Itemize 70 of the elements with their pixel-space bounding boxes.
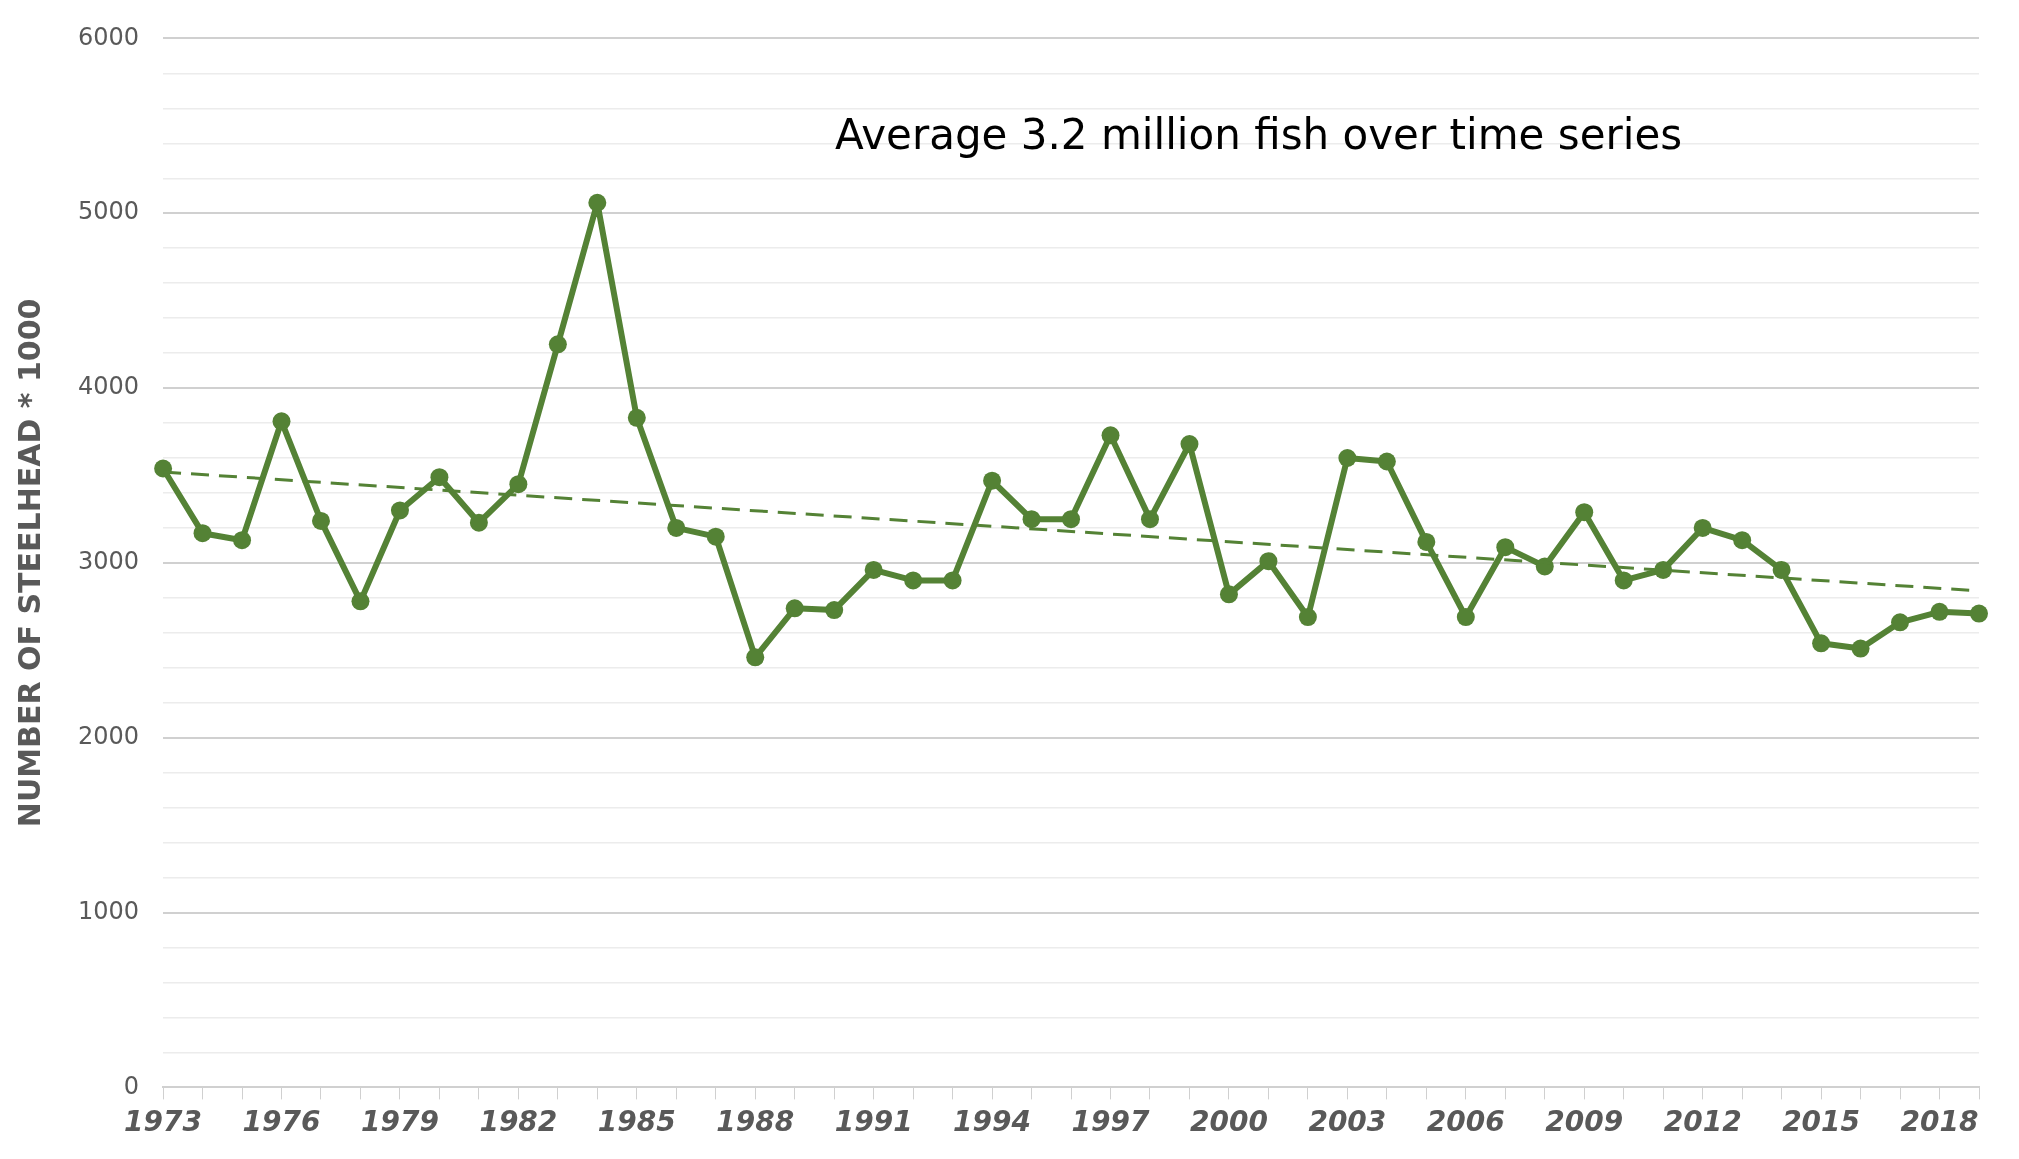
x-tick-label: 1991 (834, 1105, 913, 1139)
point (1298, 608, 1317, 627)
point (1259, 552, 1278, 571)
point (706, 527, 725, 546)
point (785, 599, 804, 618)
x-tick-label: 1994 (953, 1105, 1032, 1139)
point (1456, 608, 1475, 627)
x-tick-label: 2015 (1782, 1105, 1861, 1139)
point (1772, 560, 1791, 579)
point (1140, 510, 1159, 529)
point (588, 193, 607, 212)
x-tick-label: 1988 (716, 1105, 795, 1139)
point (1812, 634, 1831, 653)
point (1930, 602, 1949, 621)
x-tick-label: 1973 (124, 1105, 203, 1139)
x-tick-label: 2000 (1189, 1105, 1268, 1139)
point (1022, 510, 1041, 529)
x-tick-label: 2009 (1545, 1105, 1624, 1139)
point (1851, 639, 1870, 658)
y-tick-label: 4000 (78, 372, 140, 401)
point (746, 648, 765, 667)
point (1733, 531, 1752, 550)
point (1891, 613, 1910, 632)
point (1575, 503, 1594, 522)
annotation: Average 3.2 million fish over time series (834, 109, 1683, 159)
point (943, 571, 962, 590)
point (509, 475, 528, 494)
point (864, 560, 883, 579)
point (825, 601, 844, 620)
point (627, 408, 646, 427)
point (430, 468, 449, 487)
x-tick-label: 2018 (1900, 1105, 1979, 1139)
y-tick-label: 3000 (78, 547, 140, 576)
x-tick-label: 2012 (1663, 1105, 1742, 1139)
x-tick-label: 1976 (242, 1105, 321, 1139)
point (272, 412, 291, 431)
point (1062, 510, 1081, 529)
point (1654, 560, 1673, 579)
y-tick-label: 2000 (78, 721, 140, 750)
point (1219, 585, 1238, 604)
point (1496, 538, 1515, 557)
point (1338, 449, 1357, 467)
x-tick-label: 2003 (1308, 1105, 1387, 1139)
x-tick-label: 1997 (1071, 1105, 1150, 1139)
y-tick-label: 5000 (78, 197, 140, 226)
point (1101, 426, 1120, 445)
x-tick-label: 2006 (1426, 1105, 1505, 1139)
x-tick-label: 1985 (597, 1105, 676, 1139)
point (469, 513, 488, 532)
point (351, 592, 370, 611)
point (390, 501, 409, 520)
point (667, 518, 686, 537)
point (1180, 435, 1199, 454)
point (1614, 571, 1633, 590)
point (548, 335, 567, 354)
point (983, 471, 1002, 490)
point (1417, 532, 1436, 551)
y-tick-label: 0 (123, 1071, 140, 1100)
y-tick-label: 1000 (78, 896, 140, 925)
x-tick-label: 1982 (479, 1105, 558, 1139)
point (1693, 518, 1712, 537)
y-tick-label: 6000 (78, 22, 140, 51)
point (904, 571, 923, 590)
y-axis-title: NUMBER OF STEELHEAD * 1000 (11, 298, 47, 828)
point (193, 524, 212, 543)
point (233, 531, 252, 550)
point (1970, 604, 1988, 623)
point (311, 511, 330, 530)
x-tick-label: 1979 (360, 1105, 439, 1139)
point (1377, 452, 1396, 471)
